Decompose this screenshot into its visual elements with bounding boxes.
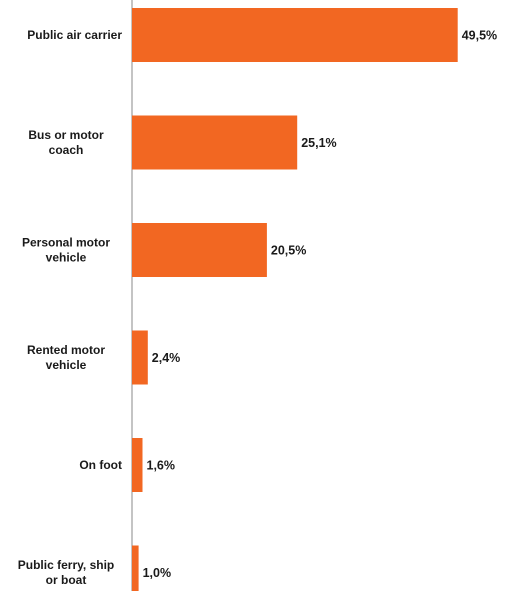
value-label-0: 49,5%	[462, 29, 497, 43]
value-labels-group: 49,5% 25,1% 20,5% 2,4% 1,6% 1,0%	[143, 29, 498, 581]
category-labels-group: Public air carrier Bus or motor coach Perso…	[18, 28, 123, 587]
category-label-3-line-1: vehicle	[46, 358, 87, 372]
category-label-4-line-0: On foot	[79, 458, 122, 472]
category-label-1: Bus or motor coach	[28, 128, 104, 157]
category-label-0: Public air carrier	[27, 28, 122, 42]
bar-0	[132, 8, 458, 62]
bar-5	[132, 545, 139, 591]
bar-1	[132, 115, 298, 170]
category-label-2: Personal motor vehicle	[22, 236, 110, 265]
bars-group	[132, 8, 458, 591]
category-label-0-line-0: Public air carrier	[27, 28, 122, 42]
category-label-5-line-0: Public ferry, ship	[18, 558, 114, 572]
bar-4	[132, 438, 143, 492]
value-label-4: 1,6%	[147, 459, 176, 473]
value-label-3: 2,4%	[152, 351, 181, 365]
category-label-2-line-0: Personal motor	[22, 236, 110, 250]
value-label-1: 25,1%	[301, 136, 336, 150]
category-label-5-line-1: or boat	[46, 573, 87, 587]
category-label-3: Rented motor vehicle	[27, 343, 105, 372]
category-label-3-line-0: Rented motor	[27, 343, 105, 357]
category-label-2-line-1: vehicle	[46, 251, 87, 265]
value-label-2: 20,5%	[271, 244, 306, 258]
category-label-1-line-0: Bus or motor	[28, 128, 104, 142]
bar-3	[132, 330, 148, 385]
bar-2	[132, 223, 267, 277]
category-label-5: Public ferry, ship or boat	[18, 558, 114, 587]
category-label-1-line-1: coach	[49, 143, 84, 157]
value-label-5: 1,0%	[143, 566, 172, 580]
category-label-4: On foot	[79, 458, 122, 472]
